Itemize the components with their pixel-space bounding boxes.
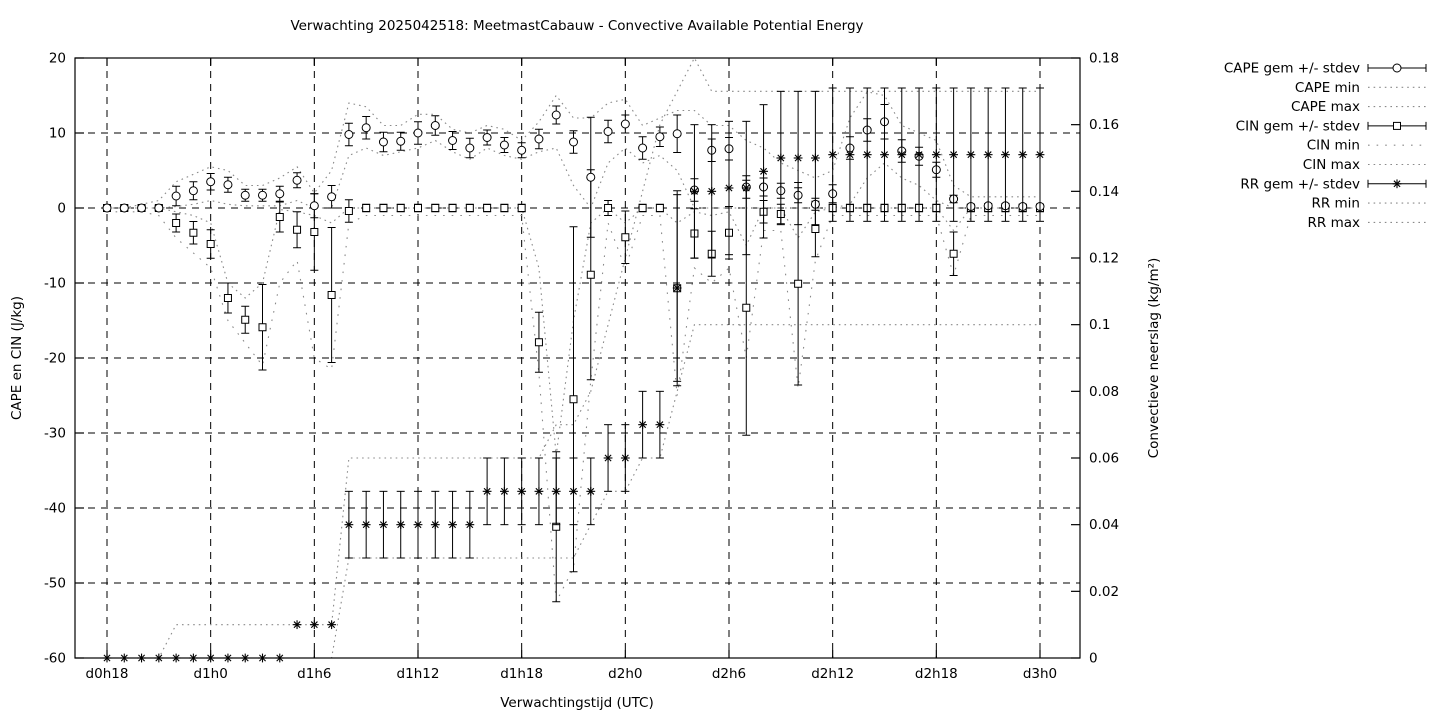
- x-tick-label: d2h18: [915, 666, 958, 682]
- rr-min-curve: [107, 324, 1040, 659]
- tick-labels: d0h18 d1h0 d1h6 d1h12 d1h18 d2h0 d2h6 d2h12 d2h1…: [44, 51, 1119, 683]
- y-right-tick-label: 0.14: [1089, 184, 1119, 200]
- legend-label: RR gem +/- stdev: [1240, 176, 1360, 192]
- cin-gem-series: [103, 169, 1044, 603]
- legend-item-cape-max: CAPE max: [1291, 99, 1426, 115]
- y-right-tick-label: 0.06: [1089, 451, 1119, 467]
- legend: CAPE gem +/- stdev CAPE min CAPE max CIN ge…: [1224, 61, 1427, 231]
- y-axis-right-label: Convectieve neerslag (kg/m²): [1146, 258, 1162, 459]
- y-left-tick-label: 20: [49, 51, 66, 67]
- legend-label: CIN max: [1303, 157, 1360, 173]
- y-left-tick-label: 10: [49, 126, 66, 142]
- y-right-tick-label: 0.16: [1089, 117, 1119, 133]
- y-axis-left-label: CAPE en CIN (J/kg): [9, 296, 25, 420]
- cape-min-curve: [107, 139, 1040, 210]
- y-right-tick-label: 0.1: [1089, 317, 1110, 333]
- legend-label: CIN min: [1307, 138, 1360, 154]
- y-left-tick-label: -30: [44, 426, 66, 442]
- gridlines: [75, 58, 1080, 658]
- y-left-tick-label: -60: [44, 651, 66, 667]
- y-right-tick-label: 0: [1089, 651, 1098, 667]
- legend-item-rr-max: RR max: [1308, 215, 1426, 231]
- legend-item-cin-max: CIN max: [1303, 157, 1426, 173]
- chart-title: Verwachting 2025042518: MeetmastCabauw -…: [290, 18, 863, 34]
- y-right-tick-label: 0.18: [1089, 51, 1119, 67]
- axes-frame: [74, 57, 1081, 659]
- legend-item-cape-gem-stdev: CAPE gem +/- stdev: [1224, 61, 1427, 77]
- x-axis-label: Verwachtingstijd (UTC): [500, 695, 654, 711]
- y-left-tick-label: 0: [57, 201, 66, 217]
- y-left-tick-label: -40: [44, 501, 66, 517]
- legend-item-cin-min: CIN min: [1307, 138, 1426, 154]
- x-tick-label: d0h18: [86, 666, 129, 682]
- y-right-tick-label: 0.02: [1089, 584, 1119, 600]
- y-right-tick-label: 0.08: [1089, 384, 1119, 400]
- x-tick-label: d2h12: [811, 666, 854, 682]
- y-right-tick-label: 0.12: [1089, 251, 1119, 267]
- x-tick-label: d2h0: [608, 666, 642, 682]
- cape-gem-series: [102, 104, 1045, 238]
- legend-label: CIN gem +/- stdev: [1236, 118, 1360, 134]
- legend-item-cin-gem-stdev: CIN gem +/- stdev: [1236, 118, 1427, 134]
- x-tick-label: d1h12: [397, 666, 440, 682]
- cin-max-curve: [107, 207, 1040, 456]
- legend-item-rr-min: RR min: [1311, 196, 1426, 212]
- x-tick-label: d3h0: [1023, 666, 1057, 682]
- x-tick-label: d1h18: [500, 666, 543, 682]
- legend-label: CAPE gem +/- stdev: [1224, 61, 1360, 77]
- y-left-tick-label: -10: [44, 276, 66, 292]
- legend-label: RR max: [1308, 215, 1360, 231]
- legend-label: CAPE max: [1291, 99, 1360, 115]
- y-left-tick-label: -20: [44, 351, 66, 367]
- y-left-tick-label: -50: [44, 576, 66, 592]
- y-right-tick-label: 0.04: [1089, 517, 1119, 533]
- legend-item-rr-gem-stdev: RR gem +/- stdev: [1240, 176, 1427, 192]
- legend-item-cape-min: CAPE min: [1295, 80, 1426, 96]
- x-tick-label: d1h6: [297, 666, 331, 682]
- legend-label: CAPE min: [1295, 80, 1360, 96]
- legend-label: RR min: [1311, 196, 1360, 212]
- data-series: [102, 87, 1045, 663]
- x-tick-label: d2h6: [712, 666, 746, 682]
- x-tick-label: d1h0: [194, 666, 228, 682]
